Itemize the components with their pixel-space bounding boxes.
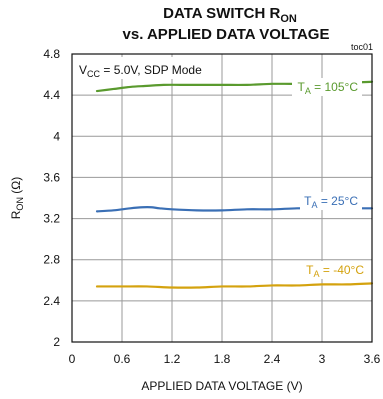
grid-lines (72, 54, 372, 342)
x-tick-label: 1.2 (164, 352, 181, 366)
y-tick-label: 4 (53, 129, 60, 143)
y-tick-label: 4.8 (43, 47, 60, 61)
series-label-25: TA = 25°C (304, 194, 358, 210)
series-label-minus40: TA = -40°C (306, 263, 364, 279)
chart-title-line1: DATA SWITCH RON (163, 5, 297, 25)
x-tick-label: 3.6 (364, 352, 381, 366)
y-tick-label: 2.4 (43, 294, 60, 308)
annotation-background (76, 57, 217, 79)
series-lines (95, 80, 374, 289)
vcc-annotation: VCC = 5.0V, SDP Mode (79, 63, 202, 79)
figure-id: toc01 (351, 42, 373, 52)
x-tick-labels: 0 0.6 1.2 1.8 2.4 3 3.6 (69, 352, 381, 366)
series-label-minus40-background (301, 261, 367, 279)
vcc-subscript: CC (87, 69, 100, 79)
series-label-105-background (292, 78, 362, 96)
y-axis-label: RON (Ω) (9, 177, 25, 219)
y-tick-label: 4.4 (43, 88, 60, 102)
x-tick-label: 2.4 (264, 352, 281, 366)
x-tick-label: 0.6 (114, 352, 131, 366)
x-tick-label: 3 (319, 352, 326, 366)
series-labels: TA = 105°C TA = 25°C TA = -40°C (292, 78, 367, 279)
y-tick-label: 2 (53, 335, 60, 349)
plot-frame (71, 53, 373, 343)
chart-title-subscript: ON (280, 13, 297, 25)
vcc-suffix: = 5.0V, SDP Mode (100, 63, 202, 77)
vcc-prefix: V (79, 63, 87, 77)
x-tick-label: 1.8 (214, 352, 231, 366)
series-line-2 (95, 282, 374, 289)
chart-title-line2: vs. APPLIED DATA VOLTAGE (123, 26, 330, 43)
y-tick-label: 3.6 (43, 170, 60, 184)
x-axis-label: APPLIED DATA VOLTAGE (V) (141, 379, 302, 393)
series-label-25-background (300, 192, 362, 210)
y-tick-label: 2.8 (43, 253, 60, 267)
y-tick-labels: 2 2.4 2.8 3.2 3.6 4 4.4 4.8 (43, 47, 60, 349)
chart-title-prefix: DATA SWITCH R (163, 5, 280, 22)
series-label-105: TA = 105°C (297, 80, 358, 96)
x-tick-label: 0 (69, 352, 76, 366)
y-tick-label: 3.2 (43, 212, 60, 226)
